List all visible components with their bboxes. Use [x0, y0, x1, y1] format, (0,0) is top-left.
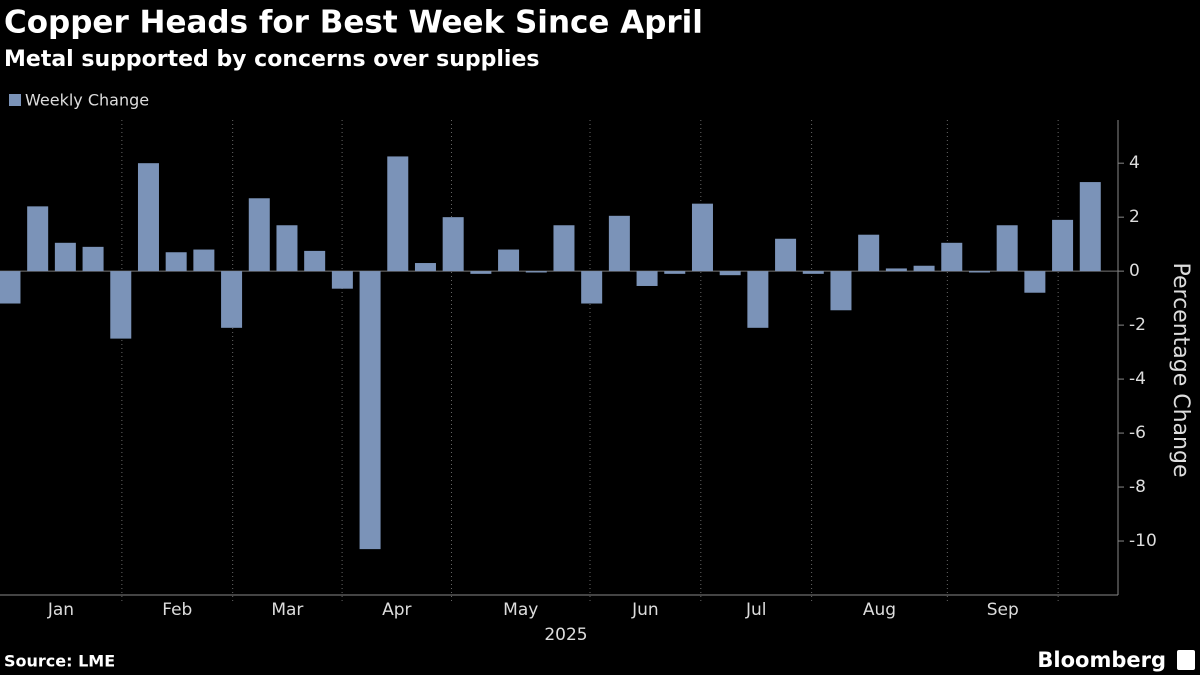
bar [913, 265, 935, 272]
bar [304, 250, 326, 272]
bar [331, 271, 353, 289]
y-tick-label: -6 [1129, 423, 1146, 443]
y-tick-label: -4 [1129, 369, 1146, 389]
chart-title: Copper Heads for Best Week Since April [4, 5, 703, 41]
y-tick-label: 4 [1129, 153, 1140, 173]
bar [414, 263, 436, 272]
x-tick-label: Mar [271, 600, 303, 620]
bar [1079, 182, 1101, 272]
bar [137, 163, 159, 272]
y-tick-label: 0 [1129, 261, 1140, 281]
x-tick-label: May [503, 600, 538, 620]
x-tick-label: Sep [987, 600, 1019, 620]
bar [553, 225, 575, 272]
bar [719, 271, 741, 276]
bar [636, 271, 658, 286]
bar [664, 271, 686, 274]
bar [691, 203, 713, 272]
bar [276, 225, 298, 272]
x-tick-label: Aug [863, 600, 896, 620]
y-tick-label: -10 [1129, 531, 1157, 551]
bar [82, 246, 104, 272]
x-tick-label: Apr [382, 600, 411, 620]
x-tick-label: Jun [631, 600, 659, 620]
bar [54, 242, 76, 272]
bar [858, 234, 880, 272]
bar [387, 156, 409, 272]
bar [193, 249, 215, 272]
bar [110, 271, 132, 339]
bar [1052, 219, 1074, 272]
bar [498, 249, 520, 272]
legend-label: Weekly Change [25, 91, 149, 110]
bar [968, 271, 990, 273]
bar [442, 217, 464, 272]
y-tick-label: 2 [1129, 207, 1140, 227]
bar [359, 271, 381, 550]
bar [221, 271, 243, 328]
x-tick-label: Jan [47, 600, 74, 620]
bar [581, 271, 603, 304]
source: Source: LME [4, 652, 115, 671]
y-axis-label: Percentage Change [1168, 263, 1193, 478]
bar [996, 225, 1018, 272]
bar [747, 271, 769, 328]
bar [802, 271, 824, 274]
x-tick-label: Jul [745, 600, 767, 620]
x-tick-label: Feb [162, 600, 192, 620]
bar [470, 271, 492, 274]
bar [885, 268, 907, 272]
brand: Bloomberg [1037, 648, 1166, 672]
bar [775, 238, 797, 272]
brand-icon [1177, 650, 1195, 670]
bar [1024, 271, 1046, 293]
y-tick-label: -8 [1129, 477, 1146, 497]
bar [525, 271, 547, 273]
bar [608, 215, 630, 272]
chart-subtitle: Metal supported by concerns over supplie… [4, 47, 539, 72]
bar [941, 242, 963, 272]
bar [248, 198, 270, 272]
bar [27, 206, 49, 272]
bar [0, 271, 21, 304]
bar [165, 252, 187, 272]
x-axis-year: 2025 [544, 625, 587, 645]
bar [830, 271, 852, 311]
legend-swatch [9, 94, 21, 106]
y-tick-label: -2 [1129, 315, 1146, 335]
